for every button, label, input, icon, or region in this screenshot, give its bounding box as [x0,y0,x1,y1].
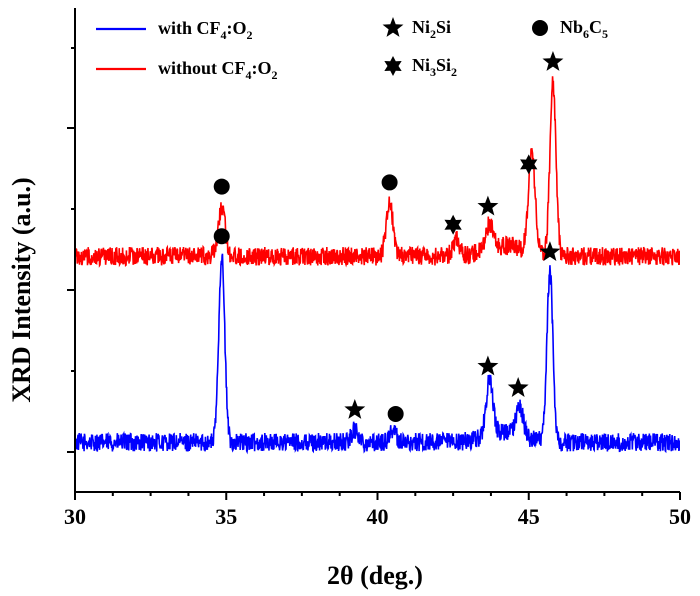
x-tick-label: 35 [215,504,237,529]
x-tick-label: 30 [64,504,86,529]
peak-marker-star5-1 [344,398,366,419]
series-layer [75,76,680,455]
x-axis-title: 2θ (deg.) [327,561,423,590]
peak-marker-star5-11 [542,51,564,71]
legend-phase-label-0: Ni2Si [412,17,451,41]
legend: with CF4:O2 without CF4:O2 Ni2Si Nb6C5 Ni3Si… [96,17,608,82]
peak-marker-star5-3 [477,355,499,376]
legend-label-1: without CF4:O2 [158,58,278,82]
y-axis-title: XRD Intensity (a.u.) [7,177,36,402]
legend-phase-label-2: Ni3Si2 [412,55,457,79]
legend-marker-star6 [384,56,402,76]
x-tick-label: 45 [518,504,540,529]
peak-marker-star6-10 [520,154,538,175]
axes: 30 35 40 45 50 [64,8,691,529]
legend-phase-label-1: Nb6C5 [560,17,608,41]
peak-marker-circle-2 [387,405,404,422]
peak-markers [213,51,564,422]
peak-marker-star5-4 [507,377,529,397]
legend-marker-circle [532,20,548,36]
x-tick-label: 40 [367,504,389,529]
series-line-0 [75,253,680,455]
peak-marker-circle-6 [213,178,230,195]
peak-marker-star6-8 [444,214,462,235]
x-tick-label: 50 [669,504,691,529]
peak-marker-circle-7 [381,174,398,191]
peak-marker-star5-9 [477,195,499,216]
series-line-1 [75,76,680,268]
peak-marker-star5-5 [539,241,561,262]
peak-marker-circle-0 [213,228,230,245]
legend-marker-star5 [382,17,404,37]
legend-label-0: with CF4:O2 [158,18,253,42]
